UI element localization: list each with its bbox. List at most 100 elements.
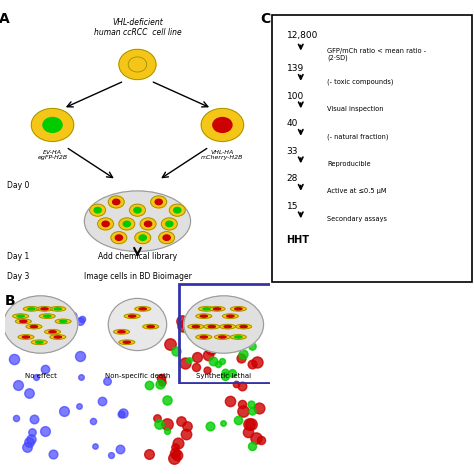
Ellipse shape [196,314,212,319]
Point [159,378,166,386]
Ellipse shape [39,314,55,319]
Point [173,347,180,355]
Point [117,410,125,418]
Ellipse shape [219,336,226,338]
Ellipse shape [200,336,208,338]
Point [68,313,75,320]
Ellipse shape [30,326,37,328]
FancyBboxPatch shape [272,15,472,282]
Ellipse shape [118,331,125,333]
Point [237,354,245,361]
Ellipse shape [201,109,244,141]
Ellipse shape [50,335,66,339]
Point [219,419,227,427]
Ellipse shape [54,336,62,338]
Ellipse shape [113,199,120,205]
Point [182,430,190,438]
Point [170,455,178,462]
Ellipse shape [108,196,124,208]
Point [166,340,174,347]
Point [204,366,211,374]
Text: 12,800: 12,800 [286,31,318,40]
Point [178,318,186,325]
Ellipse shape [45,329,61,334]
Point [239,408,246,415]
Point [118,305,126,313]
Text: (- toxic compounds): (- toxic compounds) [327,78,394,85]
Text: No effect: No effect [25,373,56,379]
Point [238,401,246,408]
Point [76,352,84,359]
Point [13,414,20,421]
Ellipse shape [224,326,231,328]
Ellipse shape [135,307,151,311]
Point [103,377,111,384]
Ellipse shape [230,335,246,339]
Ellipse shape [22,336,29,338]
Ellipse shape [94,208,101,213]
Ellipse shape [235,308,242,310]
Point [238,382,246,389]
Text: GFP/mCh ratio < mean ratio -
(2·SD): GFP/mCh ratio < mean ratio - (2·SD) [327,48,427,62]
Ellipse shape [169,204,185,216]
Point [60,407,67,415]
Text: Non-specific death: Non-specific death [105,373,170,379]
Point [32,373,39,381]
Text: VHL-deficient
human ccRCC  cell line: VHL-deficient human ccRCC cell line [93,18,182,37]
Point [57,319,64,327]
Point [184,422,191,430]
Point [14,381,22,389]
Ellipse shape [119,218,135,230]
Ellipse shape [55,319,71,324]
Point [107,452,115,459]
Point [232,380,239,387]
Point [215,360,222,368]
Point [77,374,85,381]
Point [146,451,153,458]
Point [247,401,255,408]
Point [206,422,213,430]
Text: B: B [5,294,15,308]
Point [248,320,256,328]
Point [226,398,233,405]
Ellipse shape [209,307,225,311]
Point [51,333,58,340]
Ellipse shape [166,221,173,227]
Ellipse shape [151,196,167,208]
Text: Day 1: Day 1 [8,253,30,261]
Text: Day 0: Day 0 [8,181,30,190]
Point [257,436,264,443]
Text: Secondary assays: Secondary assays [327,216,387,222]
Point [205,351,212,358]
Ellipse shape [17,315,24,317]
Point [173,451,181,459]
Ellipse shape [13,314,28,319]
Point [25,389,33,397]
Point [164,420,171,428]
Ellipse shape [163,235,170,240]
Point [23,443,31,451]
Text: Synthetic lethal: Synthetic lethal [196,373,251,379]
Point [180,322,187,330]
Text: Active at ≤0.5 μM: Active at ≤0.5 μM [327,188,387,194]
Ellipse shape [26,324,42,329]
Point [218,306,225,313]
Point [10,355,18,363]
Text: C: C [260,12,270,26]
Text: 15: 15 [286,202,298,211]
Ellipse shape [155,199,162,205]
Ellipse shape [119,49,156,80]
Point [221,368,229,376]
Ellipse shape [143,324,159,329]
Point [66,329,74,337]
Ellipse shape [173,208,181,213]
Ellipse shape [240,326,247,328]
Point [146,335,154,342]
Ellipse shape [20,320,27,322]
Point [77,317,84,325]
Ellipse shape [90,204,106,216]
Ellipse shape [196,335,212,339]
Point [248,443,255,450]
Ellipse shape [102,221,109,227]
Point [248,360,255,367]
